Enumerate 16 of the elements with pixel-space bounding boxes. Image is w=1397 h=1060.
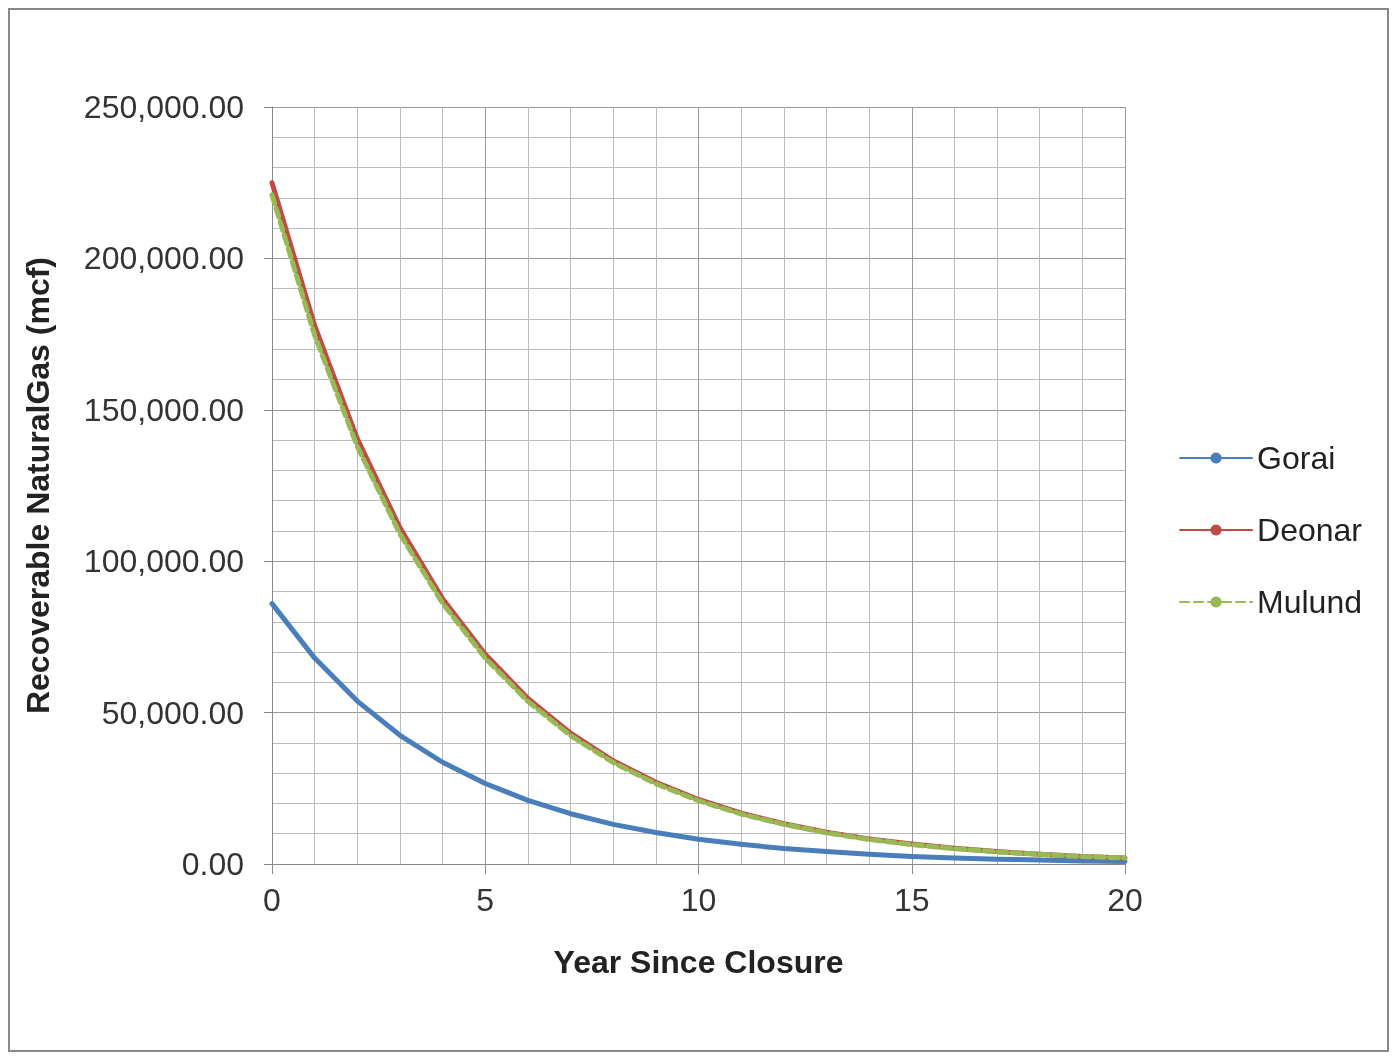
- x-tick-label: 15: [893, 882, 930, 918]
- y-tick-label: 50,000.00: [101, 694, 244, 731]
- x-axis-title: Year Since Closure: [553, 944, 844, 980]
- y-tick-label: 200,000.00: [83, 240, 244, 277]
- legend-label: Mulund: [1257, 584, 1362, 620]
- y-tick-label: 0.00: [181, 846, 244, 882]
- y-tick-label: 150,000.00: [83, 391, 244, 428]
- x-tick-label: 0: [263, 882, 281, 918]
- x-tick-label: 20: [1107, 882, 1143, 918]
- y-tick-label: 250,000.00: [83, 89, 244, 125]
- x-tick-label: 10: [680, 882, 717, 918]
- legend-label: Deonar: [1257, 512, 1363, 548]
- y-tick-label: 100,000.00: [83, 543, 244, 580]
- y-axis-title: Recoverable NaturalGas (mcf): [20, 256, 56, 715]
- legend-label: Gorai: [1257, 440, 1336, 476]
- x-tick-label: 5: [476, 882, 495, 918]
